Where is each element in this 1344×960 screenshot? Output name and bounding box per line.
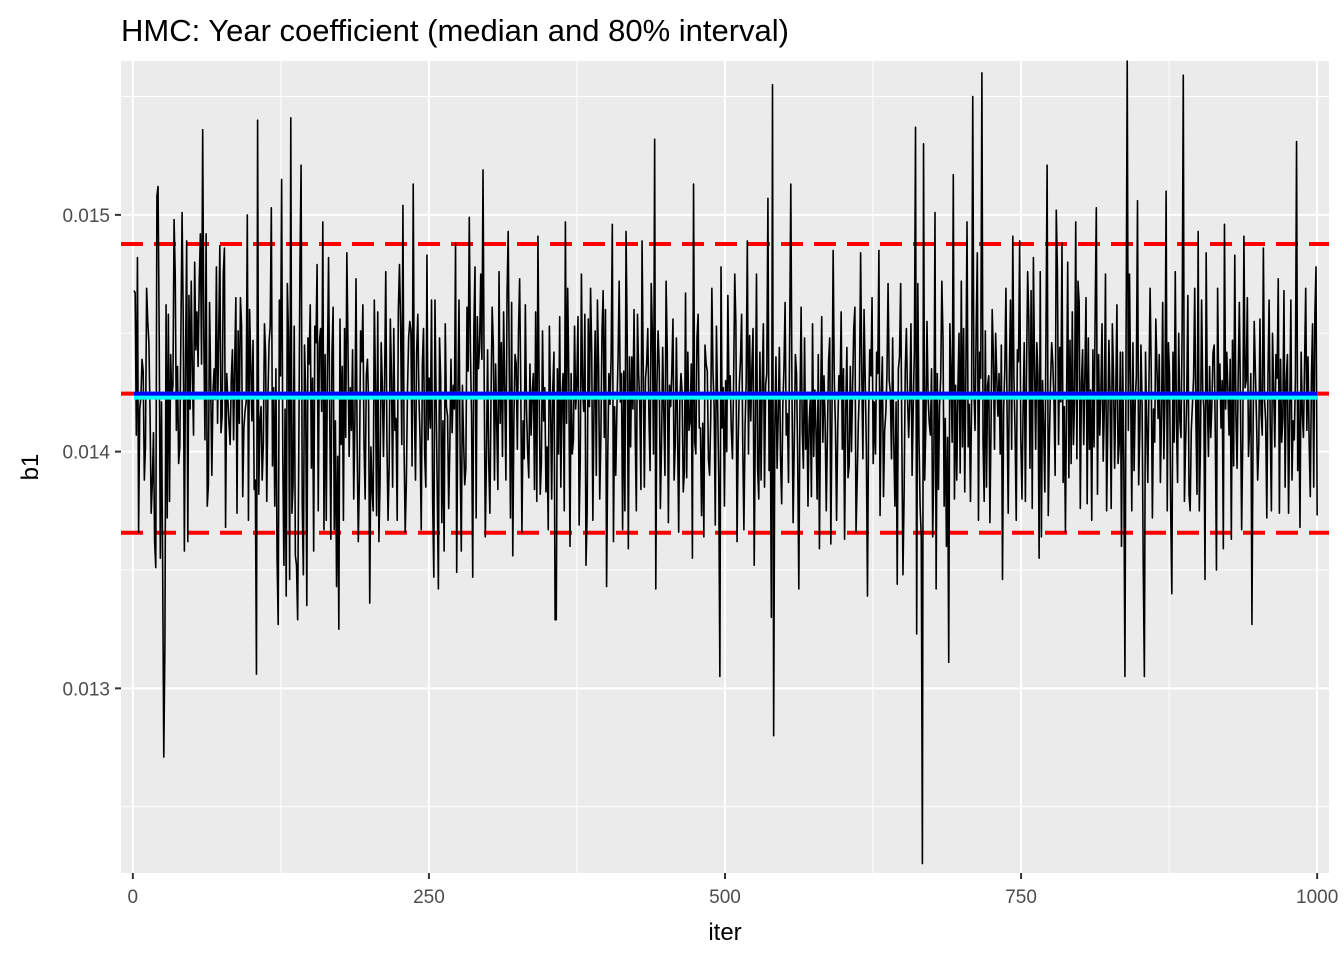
x-axis: 0 250 500 750 1000 [128, 873, 1338, 908]
x-axis-title: iter [708, 919, 741, 946]
y-tick-label: 0.014 [62, 443, 110, 464]
trace-line [133, 60, 1318, 865]
x-tick-label: 500 [709, 887, 741, 908]
center-lines [121, 391, 1329, 400]
y-tick-label: 0.013 [62, 679, 110, 700]
y-tick-label: 0.015 [62, 206, 110, 227]
x-tick-label: 1000 [1296, 887, 1338, 908]
x-tick-label: 750 [1005, 887, 1037, 908]
chart-title: HMC: Year coefficient (median and 80% in… [121, 13, 789, 48]
trace-series [133, 60, 1318, 865]
x-tick-label: 0 [128, 887, 139, 908]
y-axis-title: b1 [17, 454, 44, 481]
y-axis: 0.013 0.014 0.015 [62, 206, 121, 700]
x-tick-label: 250 [413, 887, 445, 908]
